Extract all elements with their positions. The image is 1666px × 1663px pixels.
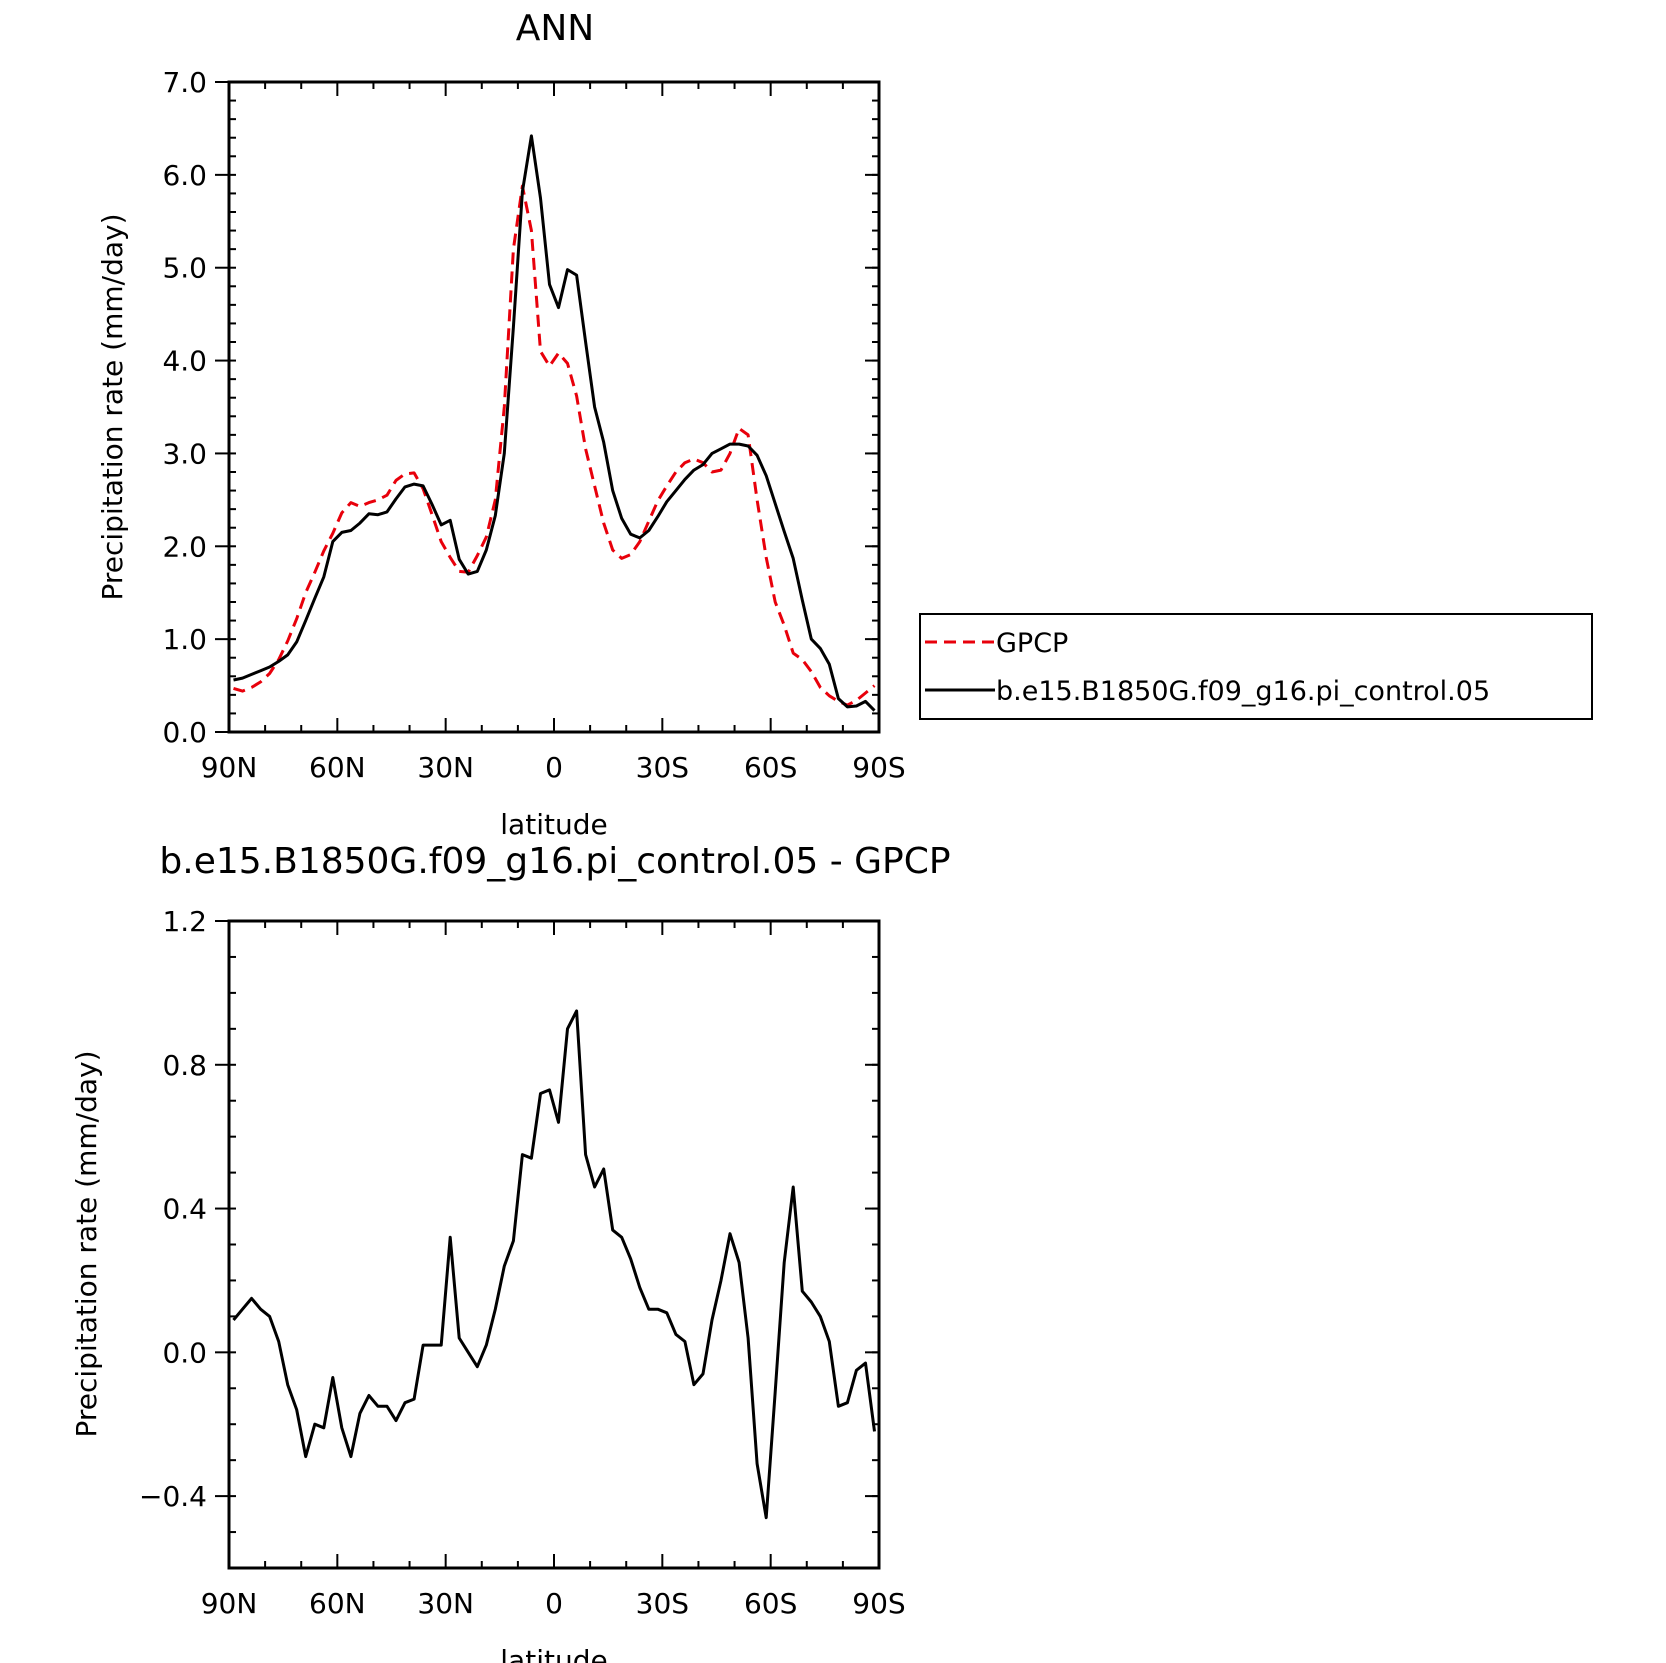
x-tick-label: 30S bbox=[636, 1587, 689, 1620]
x-tick-label: 30S bbox=[636, 751, 689, 784]
legend: GPCP b.e15.B1850G.f09_g16.pi_control.05 bbox=[919, 613, 1593, 720]
y-tick-label: 1.0 bbox=[162, 623, 207, 656]
x-tick-label: 0 bbox=[545, 1587, 563, 1620]
y-tick-label: 5.0 bbox=[162, 252, 207, 285]
series-group bbox=[233, 134, 876, 712]
y-axis-label: Precipitation rate (mm/day) bbox=[70, 1050, 103, 1437]
panel-mean-precipitation: ANN 90N 60N 30N 0 30S 60S 90S 0.0 1.0 2.0 3.0 4.0 5.… bbox=[96, 8, 1593, 841]
x-tick-label: 90S bbox=[852, 1587, 905, 1620]
x-tick-label: 30N bbox=[417, 751, 474, 784]
y-tick-label: 7.0 bbox=[162, 66, 207, 99]
y-axis-label: Precipitation rate (mm/day) bbox=[96, 213, 129, 600]
legend-label-model: b.e15.B1850G.f09_g16.pi_control.05 bbox=[996, 676, 1490, 707]
x-tick-label: 60N bbox=[309, 1587, 366, 1620]
x-tick-label: 90S bbox=[852, 751, 905, 784]
y-tick-label: 2.0 bbox=[162, 530, 207, 563]
x-axis-label: latitude bbox=[500, 808, 607, 841]
x-tick-label: 0 bbox=[545, 751, 563, 784]
y-tick-label: −0.4 bbox=[139, 1480, 207, 1513]
x-tick-label: 30N bbox=[417, 1587, 474, 1620]
legend-box bbox=[919, 613, 1593, 720]
y-tick-label: 0.4 bbox=[162, 1193, 207, 1226]
series-group bbox=[232, 1009, 876, 1520]
y-tick-label: 1.2 bbox=[162, 905, 207, 938]
tick-group: 90N 60N 30N 0 30S 60S 90S −0.4 0.0 0.4 0.8 1.2 bbox=[139, 905, 906, 1620]
x-tick-label: 60S bbox=[744, 1587, 797, 1620]
x-tick-label: 60S bbox=[744, 751, 797, 784]
x-tick-label: 90N bbox=[201, 1587, 258, 1620]
tick-group: 90N 60N 30N 0 30S 60S 90S 0.0 1.0 2.0 3.0 4.0 5.0 6.0… bbox=[162, 66, 905, 784]
series-line-model bbox=[233, 134, 876, 712]
x-tick-label: 90N bbox=[201, 751, 258, 784]
y-tick-label: 3.0 bbox=[162, 437, 207, 470]
panel-difference: b.e15.B1850G.f09_g16.pi_control.05 - GPC… bbox=[70, 841, 951, 1663]
plot-frame bbox=[227, 80, 881, 734]
y-tick-label: 0.0 bbox=[162, 716, 207, 749]
legend-label-gpcp: GPCP bbox=[996, 628, 1068, 659]
y-tick-label: 6.0 bbox=[162, 159, 207, 192]
series-line-difference bbox=[232, 1009, 876, 1520]
chart-title: b.e15.B1850G.f09_g16.pi_control.05 - GPC… bbox=[159, 841, 950, 882]
series-line-gpcp bbox=[233, 184, 876, 707]
x-axis-label: latitude bbox=[500, 1644, 607, 1663]
plot-frame bbox=[227, 919, 881, 1570]
y-tick-label: 4.0 bbox=[162, 345, 207, 378]
y-tick-label: 0.8 bbox=[162, 1049, 207, 1082]
y-tick-label: 0.0 bbox=[162, 1336, 207, 1369]
x-tick-label: 60N bbox=[309, 751, 366, 784]
chart-title: ANN bbox=[516, 8, 595, 49]
